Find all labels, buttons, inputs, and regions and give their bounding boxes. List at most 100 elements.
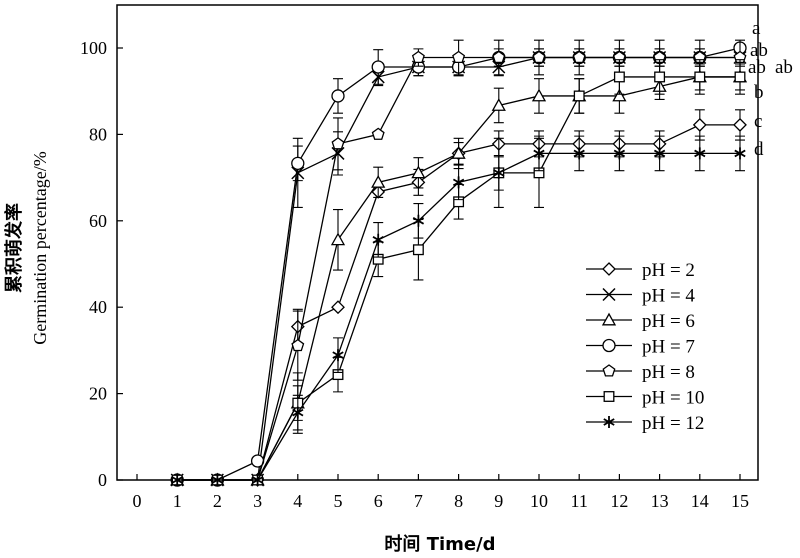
data-point <box>171 474 183 486</box>
data-point <box>612 88 627 102</box>
legend-entry: pH = 6 <box>586 311 695 332</box>
data-point <box>573 147 585 160</box>
legend-marker <box>603 391 615 402</box>
y-axis-label-en: Germination percentage/% <box>30 151 50 344</box>
data-point <box>531 88 547 102</box>
significance-label: a <box>752 18 761 39</box>
data-point <box>292 406 304 419</box>
x-tick-label: 5 <box>334 491 343 511</box>
legend-label: pH = 12 <box>642 413 704 434</box>
series-layer <box>170 39 748 487</box>
significance-label: ab <box>750 40 768 61</box>
data-point <box>371 127 385 140</box>
significance-label: c <box>754 111 762 132</box>
data-point <box>211 474 224 486</box>
legend-marker <box>602 338 616 353</box>
x-tick-label: 11 <box>571 491 588 511</box>
x-tick-label: 15 <box>731 491 749 511</box>
x-tick-label: 12 <box>610 491 628 511</box>
legend-label: pH = 2 <box>642 260 695 281</box>
data-point <box>734 71 746 83</box>
data-point <box>451 146 466 159</box>
x-tick-label: 4 <box>293 491 302 511</box>
legend-marker <box>603 416 615 428</box>
data-point <box>694 147 706 160</box>
x-tick-label: 1 <box>173 491 182 511</box>
legend-label: pH = 7 <box>642 337 695 358</box>
data-point <box>533 147 545 160</box>
legend-label: pH = 10 <box>642 388 704 409</box>
significance-label: b <box>754 82 764 103</box>
legend: pH = 2 pH = 4 pH = 6 pH = 7 pH = 8 pH = 10 pH … <box>586 260 704 434</box>
y-tick-label: 20 <box>89 384 107 404</box>
data-point <box>573 90 585 102</box>
data-point <box>532 50 546 64</box>
data-point <box>452 176 465 189</box>
x-tick-label: 6 <box>374 491 383 511</box>
data-point <box>331 89 345 103</box>
legend-marker <box>602 364 616 377</box>
legend-label: pH = 8 <box>642 362 695 383</box>
legend-marker <box>602 262 616 276</box>
legend-entry: pH = 2 <box>586 260 695 281</box>
significance-label: d <box>754 139 764 160</box>
x-tick-label: 9 <box>494 491 503 511</box>
y-tick-label: 60 <box>89 211 107 231</box>
data-point <box>371 175 386 188</box>
legend-marker <box>602 287 616 302</box>
data-point <box>330 232 346 246</box>
data-point <box>613 147 626 160</box>
data-point <box>692 117 707 132</box>
y-tick-label: 100 <box>80 38 107 58</box>
legend-entry: pH = 10 <box>586 388 704 409</box>
data-point <box>411 50 425 64</box>
x-tick-label: 7 <box>414 491 423 511</box>
x-tick-label: 0 <box>133 491 142 511</box>
y-tick-label: 0 <box>98 470 107 490</box>
data-point <box>411 165 426 179</box>
y-axis-label-cn: 累积萌发率 <box>3 203 25 293</box>
data-point <box>733 117 747 132</box>
legend-entry: pH = 4 <box>586 286 695 307</box>
data-point <box>654 71 666 83</box>
data-point <box>412 244 424 256</box>
data-point <box>291 156 305 170</box>
data-point <box>291 338 305 352</box>
y-tick-label: 80 <box>89 124 107 144</box>
legend-entry: pH = 7 <box>586 337 695 358</box>
data-point <box>734 147 746 160</box>
legend-marker <box>601 312 617 326</box>
legend-entry: pH = 12 <box>586 413 704 434</box>
data-point <box>452 50 466 64</box>
data-point <box>331 137 345 150</box>
significance-label: ab <box>748 57 766 78</box>
series-ph12 <box>171 135 746 486</box>
x-tick-label: 8 <box>454 491 463 511</box>
data-point <box>493 166 505 179</box>
x-tick-label: 13 <box>651 491 669 511</box>
legend-entry: pH = 8 <box>586 362 695 383</box>
x-axis-label: 时间 Time/d <box>384 534 495 555</box>
data-point <box>251 474 264 486</box>
x-tick-label: 14 <box>691 491 709 511</box>
data-point <box>332 349 344 362</box>
x-tick-label: 10 <box>530 491 548 511</box>
data-point <box>371 60 385 74</box>
data-point <box>491 98 506 111</box>
data-point <box>331 300 345 315</box>
data-point <box>694 71 706 83</box>
x-tick-label: 2 <box>213 491 222 511</box>
y-tick-label: 40 <box>89 297 107 317</box>
data-point <box>492 50 506 64</box>
data-point <box>372 233 384 246</box>
plot-frame <box>116 4 759 481</box>
data-point <box>412 214 425 227</box>
data-point <box>653 147 666 160</box>
plot-border <box>116 4 759 481</box>
legend-label: pH = 4 <box>642 286 695 307</box>
data-point <box>572 50 586 64</box>
significance-label: ab <box>775 57 793 78</box>
